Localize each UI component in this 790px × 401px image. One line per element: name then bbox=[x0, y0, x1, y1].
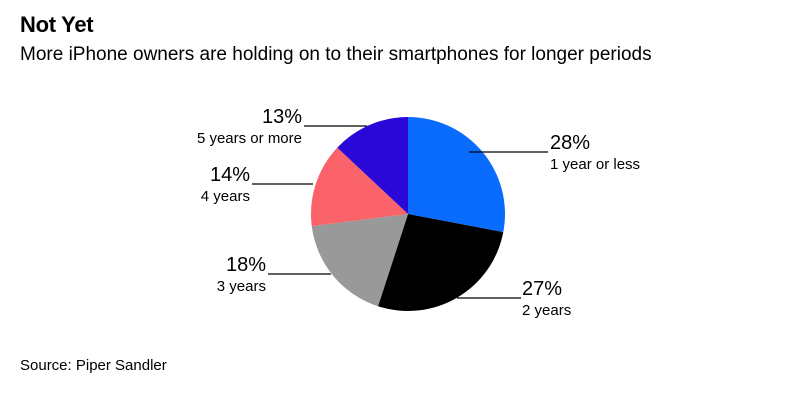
source-note: Source: Piper Sandler bbox=[20, 357, 167, 374]
pie-slice-4 bbox=[310, 147, 408, 227]
slice-value-label: 14% bbox=[210, 164, 250, 186]
pie-slices bbox=[310, 117, 505, 311]
chart-subtitle: More iPhone owners are holding on to the… bbox=[20, 44, 652, 65]
slice-category-label: 3 years bbox=[217, 278, 266, 295]
slice-category-label: 5 years or more bbox=[197, 130, 302, 147]
pie-slice-1 bbox=[408, 117, 505, 233]
slice-category-label: 2 years bbox=[522, 302, 571, 319]
slice-value-label: 27% bbox=[522, 278, 562, 300]
slice-category-label: 1 year or less bbox=[550, 156, 640, 173]
pie-slice-3 bbox=[311, 214, 408, 307]
slice-labels: 28% 1 year or less 27% 2 years 18% 3 years 14%… bbox=[197, 106, 640, 319]
pie-slice-2 bbox=[378, 214, 504, 311]
chart-title: Not Yet bbox=[20, 12, 94, 37]
slice-category-label: 4 years bbox=[201, 188, 250, 205]
slice-value-label: 18% bbox=[226, 254, 266, 276]
slice-value-label: 28% bbox=[550, 132, 590, 154]
slice-value-label: 13% bbox=[262, 106, 302, 128]
pie-slice-5 bbox=[337, 117, 408, 214]
leader-lines bbox=[252, 125, 548, 299]
